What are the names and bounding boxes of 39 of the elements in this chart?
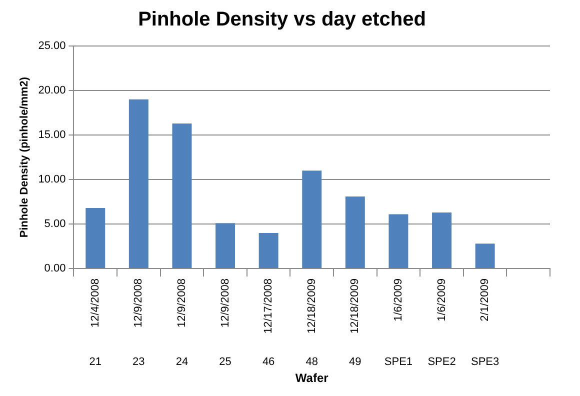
bar (258, 232, 278, 268)
bar (216, 223, 236, 268)
x-tick-label: 2/1/2009 (479, 278, 492, 322)
y-tick-label: 0.00 (44, 262, 66, 275)
text: SPE3 (470, 356, 500, 368)
text: 23 (132, 356, 145, 368)
text: 24 (176, 356, 188, 368)
x-tick-label: 12/4/2008 (89, 278, 102, 328)
y-tick-label: 20.00 (38, 84, 66, 97)
bar (345, 196, 365, 268)
bar (302, 170, 322, 268)
bar (86, 208, 106, 268)
bar (475, 244, 495, 268)
bar (172, 123, 192, 268)
text: 49 (349, 356, 362, 368)
y-tick-label: 10.00 (38, 174, 66, 186)
text: 25 (219, 356, 232, 368)
x-tick-label: 12/9/2008 (132, 278, 145, 328)
text: SPE1 (384, 356, 413, 368)
text: 48 (306, 356, 318, 368)
text: SPE2 (428, 356, 456, 368)
x-tick-label: 1/6/2009 (392, 278, 404, 322)
x-tick-label: 12/18/2009 (306, 278, 318, 334)
x-axis-title: Wafer (295, 371, 329, 386)
x-tick-label: 12/17/2008 (262, 278, 275, 334)
y-tick-label: 5.00 (44, 218, 66, 230)
y-axis-title: Pinhole Density (pinhole/mm2) (18, 76, 31, 238)
y-tick-label: 25.00 (38, 40, 66, 52)
chart-title: Pinhole Density vs day etched (138, 8, 426, 31)
text: 46 (262, 356, 275, 368)
text: 21 (89, 356, 102, 368)
x-tick-label: 12/9/2008 (219, 278, 232, 328)
y-tick-label: 15.00 (38, 129, 66, 142)
x-tick-label: 12/18/2009 (349, 278, 362, 334)
x-tick-label: 12/9/2008 (176, 278, 188, 328)
bar (128, 99, 148, 268)
bar (388, 214, 408, 268)
x-tick-label: 1/6/2009 (436, 278, 448, 322)
bar (432, 212, 452, 268)
